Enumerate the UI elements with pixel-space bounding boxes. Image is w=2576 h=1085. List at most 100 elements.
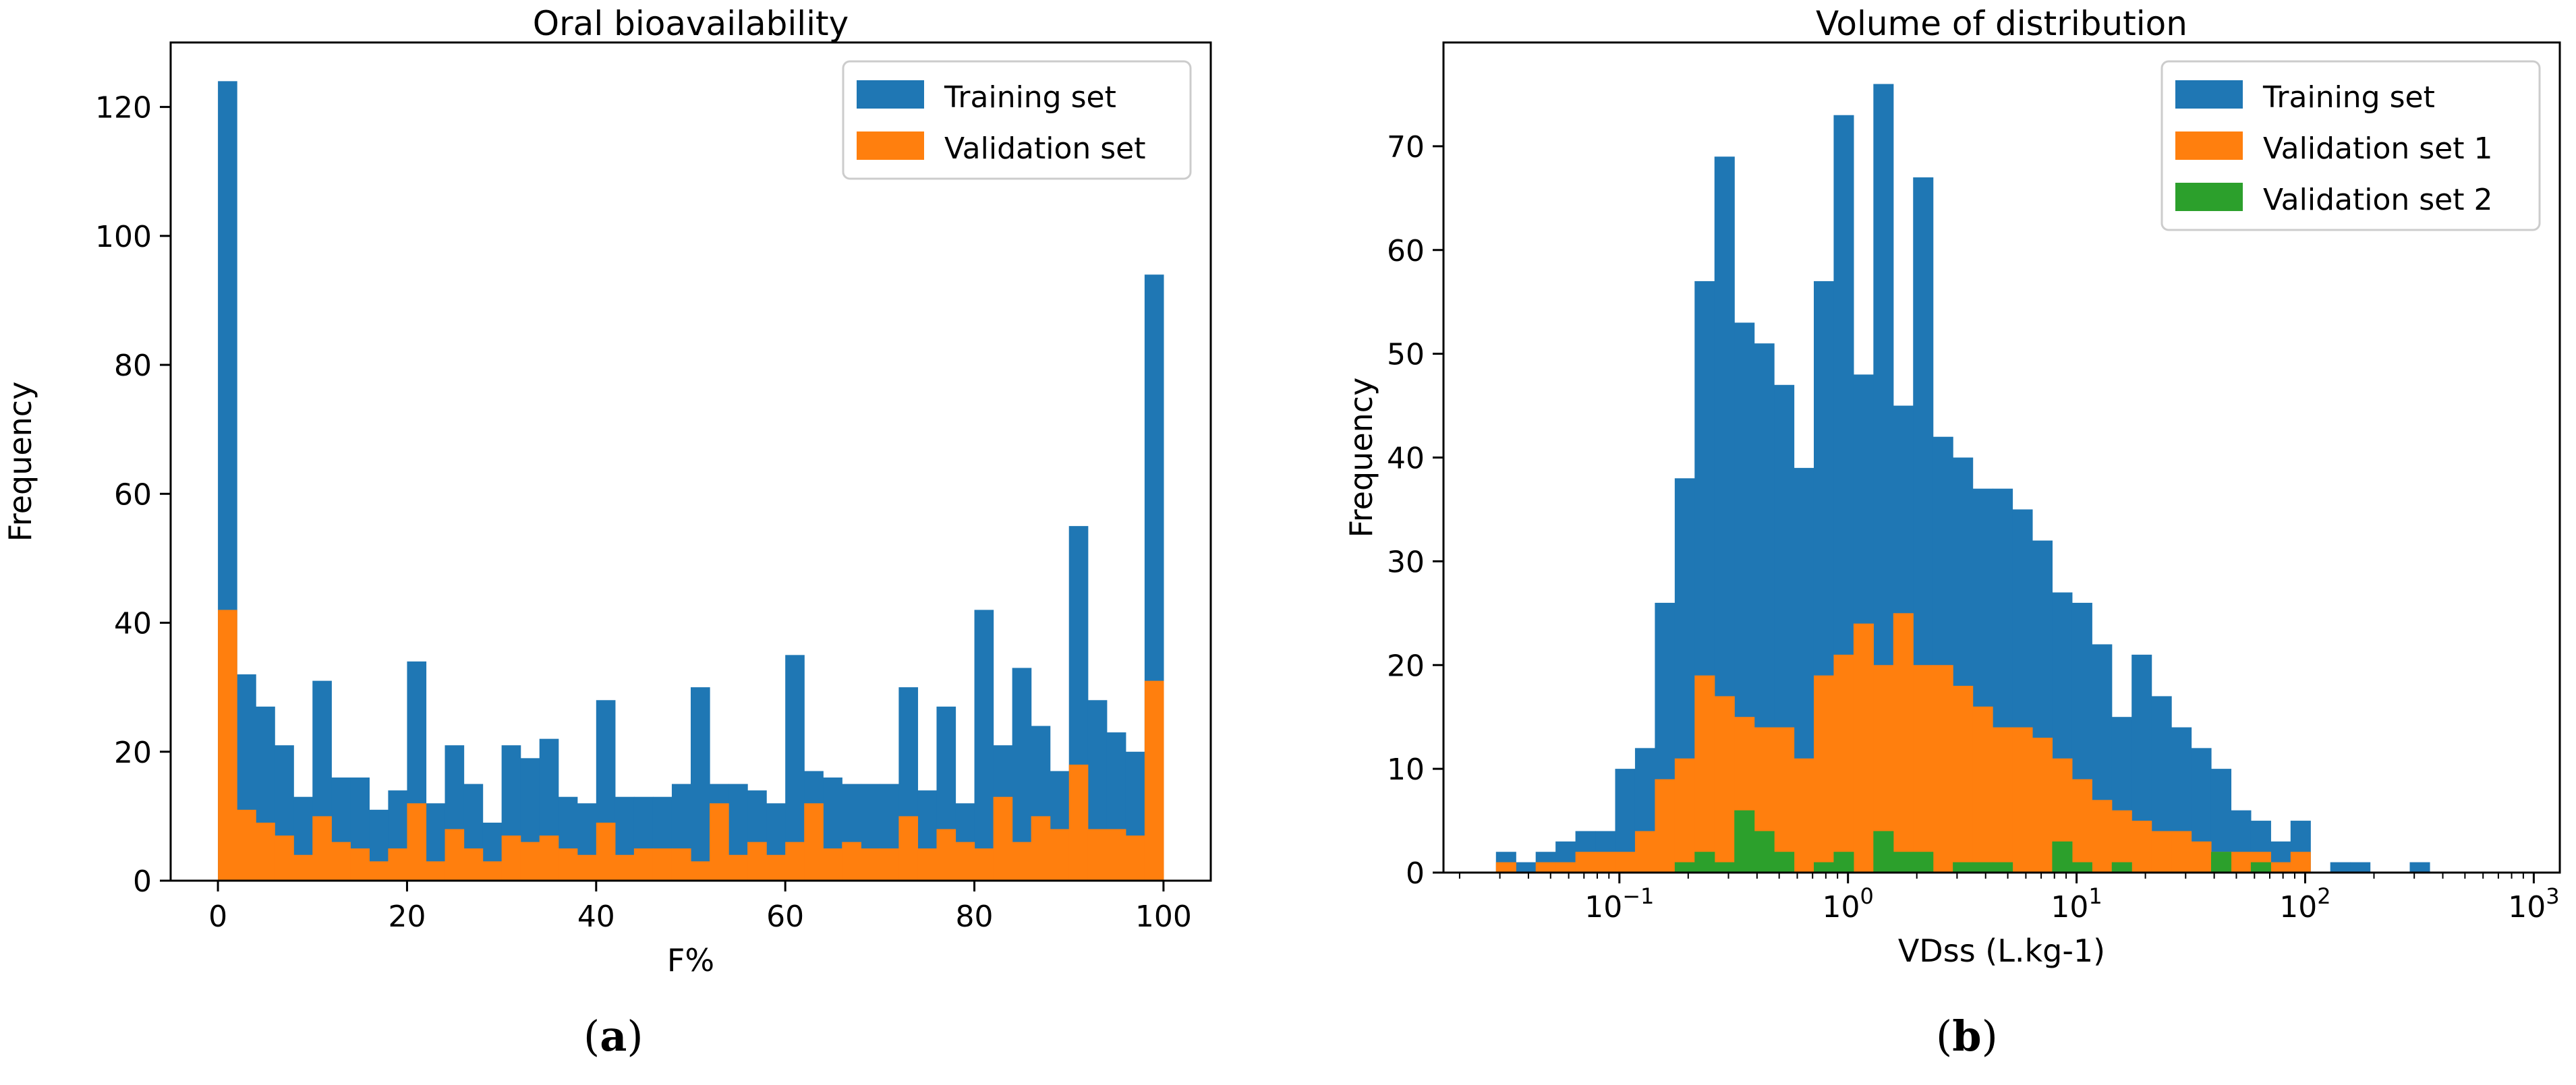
x-tick-exponent: 2 xyxy=(2317,883,2330,909)
histogram-bar xyxy=(237,809,256,881)
histogram-bar xyxy=(407,803,427,881)
histogram-bar xyxy=(1674,758,1695,873)
legend-entry: Validation set 2 xyxy=(2263,183,2492,217)
histogram-bar xyxy=(293,854,313,881)
histogram-bar xyxy=(2052,841,2073,873)
histogram-bar xyxy=(577,854,597,881)
histogram-bar xyxy=(1535,862,1556,873)
histogram-bar xyxy=(861,848,880,881)
x-tick-label: 100 xyxy=(1823,883,1874,925)
histogram-bar xyxy=(936,829,956,881)
histogram-bar xyxy=(955,842,975,881)
histogram-bar xyxy=(2210,852,2232,873)
histogram-bar xyxy=(596,822,616,881)
histogram-bar xyxy=(1106,829,1126,881)
histogram-bar xyxy=(1933,665,1953,873)
histogram-bar xyxy=(1893,852,1914,873)
histogram-bar xyxy=(652,848,672,881)
histogram-bar xyxy=(1125,835,1145,881)
y-tick-label: 40 xyxy=(114,607,152,641)
histogram-bar xyxy=(1794,758,1814,873)
x-tick-label: 60 xyxy=(766,900,804,934)
legend-entry: Validation set 1 xyxy=(2263,131,2492,166)
legend-entry: Training set xyxy=(944,80,1116,115)
x-tick-exponent: −1 xyxy=(1622,883,1654,909)
histogram-bar xyxy=(1144,680,1164,881)
histogram-bar xyxy=(369,861,389,881)
x-tick-label: 101 xyxy=(2051,883,2102,925)
legend: Training set Validation set xyxy=(842,60,1192,180)
histogram-bar xyxy=(691,861,710,881)
y-tick-label: 50 xyxy=(1387,338,1425,372)
legend-box xyxy=(842,60,1192,180)
histogram-bar xyxy=(710,803,729,881)
histogram-bar xyxy=(917,848,938,881)
histogram-bar xyxy=(350,848,370,881)
histogram-bar xyxy=(1833,852,1854,873)
histogram-bar xyxy=(1694,675,1715,873)
histogram-bar xyxy=(1774,727,1795,873)
histogram-bar xyxy=(2111,862,2132,873)
chart-title: Volume of distribution xyxy=(1816,4,2187,43)
histogram-bar xyxy=(1893,613,1914,873)
histogram-bar xyxy=(671,848,691,881)
legend: Training set Validation set 1 Validation s… xyxy=(2160,60,2541,231)
histogram-bar xyxy=(1615,852,1636,873)
histogram-bar xyxy=(2350,862,2371,873)
y-tick-label: 60 xyxy=(1387,234,1425,268)
chart-title: Oral bioavailability xyxy=(533,4,849,43)
x-tick-label: 80 xyxy=(956,900,994,934)
histogram-bar xyxy=(256,822,275,881)
histogram-bar xyxy=(1031,816,1051,881)
histogram-bar xyxy=(1913,665,1934,873)
histogram-bar xyxy=(463,848,484,881)
histogram-bar xyxy=(501,835,521,881)
histogram-bar xyxy=(1813,862,1835,873)
histogram-bar xyxy=(2231,852,2252,873)
histogram-bar xyxy=(2071,779,2092,873)
histogram-bar xyxy=(2131,821,2152,873)
histogram-bar xyxy=(1754,831,1775,873)
histogram-bar xyxy=(482,861,503,881)
y-axis-label: Frequency xyxy=(2,382,38,542)
y-tick-label: 40 xyxy=(1387,442,1425,476)
histogram-bar xyxy=(2171,831,2192,873)
x-tick-base: 10 xyxy=(1823,890,1860,925)
histogram-bar xyxy=(1012,842,1032,881)
histogram-bar xyxy=(426,861,446,881)
x-tick-exponent: 0 xyxy=(1860,883,1874,909)
histogram-bar xyxy=(1853,623,1874,873)
histogram-bar xyxy=(766,854,786,881)
histogram-bar xyxy=(898,816,919,881)
histogram-bar xyxy=(1674,862,1695,873)
y-axis-label: Frequency xyxy=(1343,378,1379,538)
histogram-bar xyxy=(1774,852,1795,873)
histogram-bar xyxy=(1555,862,1576,873)
histogram-bar xyxy=(2409,862,2430,873)
histogram-bar xyxy=(520,842,540,881)
histogram-bar xyxy=(388,848,408,881)
legend-swatch xyxy=(2175,80,2243,109)
histogram-bar xyxy=(1575,852,1596,873)
histogram-bar xyxy=(691,687,710,881)
histogram-bar xyxy=(804,803,824,881)
histogram-bar xyxy=(2270,862,2291,873)
histogram-bar xyxy=(1972,862,1993,873)
x-tick-label: 100 xyxy=(1135,900,1192,934)
histogram-bar xyxy=(1087,829,1108,881)
panel-label-b: (b) xyxy=(1936,1011,1998,1061)
y-tick-label: 80 xyxy=(114,349,152,383)
histogram-bar xyxy=(1953,686,1974,873)
y-tick-label: 20 xyxy=(1387,649,1425,683)
legend-swatch xyxy=(2175,131,2243,160)
histogram-bar xyxy=(445,829,465,881)
histogram-bar xyxy=(1953,862,1974,873)
histogram-bar xyxy=(633,848,654,881)
legend-swatch xyxy=(857,80,924,109)
histogram-bar xyxy=(785,842,805,881)
histogram-bar xyxy=(1972,706,1993,873)
histogram-bar xyxy=(312,816,332,881)
x-tick-base: 10 xyxy=(2051,890,2088,925)
histogram-bar xyxy=(1595,852,1616,873)
histogram-bar xyxy=(614,854,635,881)
